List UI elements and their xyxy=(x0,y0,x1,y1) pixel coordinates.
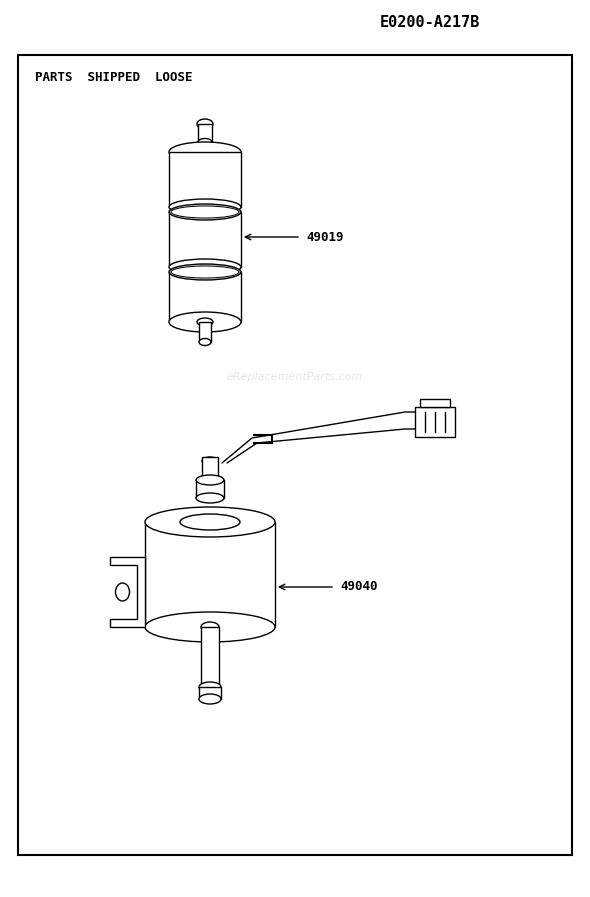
Ellipse shape xyxy=(198,138,212,145)
Polygon shape xyxy=(110,557,145,627)
Text: E0200-A217B: E0200-A217B xyxy=(380,14,480,30)
Ellipse shape xyxy=(145,507,275,537)
Text: PARTS  SHIPPED  LOOSE: PARTS SHIPPED LOOSE xyxy=(35,71,192,83)
Text: 49019: 49019 xyxy=(306,231,343,243)
Ellipse shape xyxy=(197,318,213,326)
Text: 49040: 49040 xyxy=(340,580,378,594)
Ellipse shape xyxy=(145,612,275,642)
Ellipse shape xyxy=(199,694,221,704)
Ellipse shape xyxy=(169,259,241,275)
Ellipse shape xyxy=(196,475,224,485)
Ellipse shape xyxy=(169,204,241,220)
Ellipse shape xyxy=(169,312,241,332)
Ellipse shape xyxy=(169,199,241,215)
Ellipse shape xyxy=(169,142,241,162)
Ellipse shape xyxy=(171,266,239,278)
Ellipse shape xyxy=(116,583,129,601)
Ellipse shape xyxy=(199,682,221,692)
Bar xyxy=(420,399,450,407)
Bar xyxy=(202,457,218,492)
Ellipse shape xyxy=(171,206,239,218)
Ellipse shape xyxy=(169,264,241,280)
Bar xyxy=(199,322,211,342)
Bar xyxy=(196,480,224,498)
Ellipse shape xyxy=(197,119,213,129)
Bar xyxy=(169,272,241,322)
Ellipse shape xyxy=(196,493,224,503)
Bar xyxy=(18,55,572,855)
Text: eReplacementParts.com: eReplacementParts.com xyxy=(227,372,363,382)
Bar xyxy=(199,687,221,699)
Bar xyxy=(169,152,241,207)
Ellipse shape xyxy=(201,622,219,632)
Bar xyxy=(145,522,275,627)
Bar xyxy=(198,124,212,142)
Ellipse shape xyxy=(199,338,211,345)
Ellipse shape xyxy=(202,457,218,465)
Bar xyxy=(415,407,455,437)
Bar xyxy=(201,627,219,687)
Bar xyxy=(169,212,241,267)
